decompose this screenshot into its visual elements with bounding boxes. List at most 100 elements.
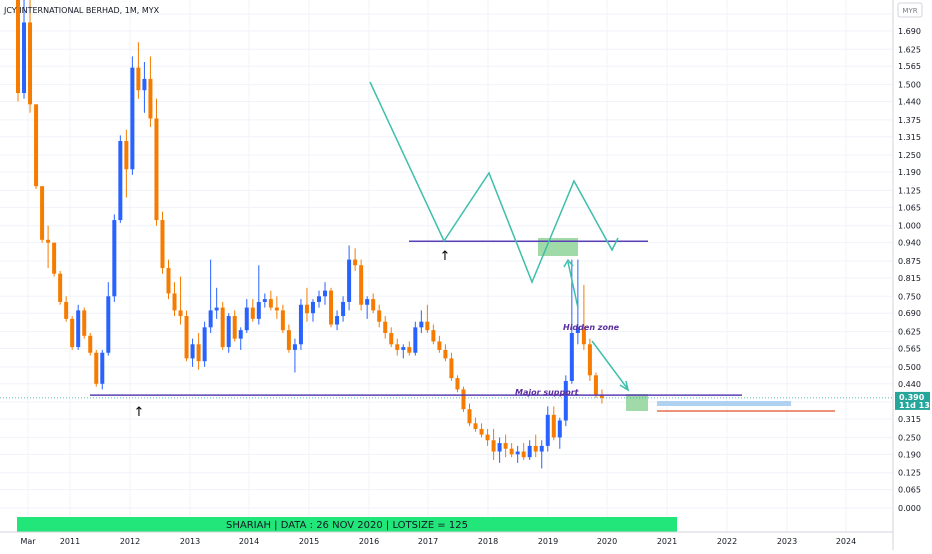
candle <box>226 313 231 353</box>
candle-body <box>94 352 99 384</box>
candle <box>286 324 291 353</box>
candle-body <box>262 299 267 302</box>
candle <box>467 403 472 427</box>
candle <box>52 242 57 277</box>
candle-body <box>46 239 51 243</box>
candle-body <box>557 420 562 438</box>
candle-body <box>100 352 105 384</box>
target-box <box>657 401 791 406</box>
y-tick-label: 1.250 <box>898 151 921 160</box>
candle-body <box>268 299 273 308</box>
candle <box>124 129 129 198</box>
candle <box>509 443 514 458</box>
candle <box>335 310 340 331</box>
candle <box>593 372 598 398</box>
candle <box>298 299 303 350</box>
candle <box>533 434 538 458</box>
candle <box>208 259 213 333</box>
candle-body <box>389 332 394 345</box>
x-tick-label: 2020 <box>597 537 617 546</box>
candle-body <box>130 67 135 170</box>
candle-body <box>172 293 177 311</box>
candle-body <box>329 290 334 325</box>
candle <box>214 287 219 319</box>
candle-body <box>509 448 514 455</box>
candle <box>407 341 412 356</box>
candle-body <box>395 344 400 350</box>
candle-body <box>491 440 496 452</box>
candle <box>491 428 496 461</box>
candle-body <box>232 316 237 339</box>
candle <box>184 310 189 362</box>
candle <box>70 316 75 350</box>
candle-body <box>82 310 87 336</box>
candle <box>425 304 430 333</box>
candle-body <box>533 445 538 452</box>
candle <box>563 375 568 427</box>
countdown-text: 11d 13h <box>899 401 932 410</box>
candle <box>419 310 424 333</box>
candle <box>371 293 376 314</box>
candle-body <box>196 344 201 362</box>
candle <box>280 304 285 333</box>
x-tick-label: 2012 <box>120 537 140 546</box>
candle-body <box>136 67 141 91</box>
last-price-tag <box>895 391 930 410</box>
candle <box>455 375 460 393</box>
major-support-label: Major support <box>515 388 580 397</box>
candle-body <box>599 395 604 398</box>
candle <box>461 386 466 413</box>
candle <box>443 344 448 362</box>
candle-body <box>274 307 279 311</box>
x-tick-label: Mar <box>20 537 36 546</box>
y-tick-label: 1.315 <box>898 133 921 142</box>
candle <box>232 310 237 342</box>
candle-body <box>154 118 159 221</box>
candle-body <box>142 78 147 91</box>
candle-body <box>563 380 568 421</box>
candle <box>341 296 346 322</box>
candle-body <box>515 451 520 455</box>
candle-body <box>443 349 448 359</box>
candle-body <box>419 321 424 328</box>
candle <box>88 332 93 356</box>
candle <box>437 335 442 353</box>
x-tick-label: 2017 <box>418 537 438 546</box>
y-tick-label: 0.815 <box>898 274 921 283</box>
candle-body <box>52 242 57 274</box>
candle-body <box>317 296 321 302</box>
candle <box>304 287 309 322</box>
candle-body <box>503 443 508 449</box>
candle <box>515 445 520 463</box>
candle <box>497 437 502 463</box>
candle <box>485 428 490 446</box>
hidden-zone-arrowhead <box>563 258 574 268</box>
candle-body <box>64 301 69 319</box>
x-tick-label: 2024 <box>836 537 856 546</box>
candle <box>76 304 81 350</box>
candle-body <box>292 344 297 350</box>
candle <box>503 434 508 458</box>
candle-body <box>341 301 346 317</box>
info-banner-text: SHARIAH | DATA : 26 NOV 2020 | LOTSIZE =… <box>226 520 468 531</box>
candle <box>130 56 135 175</box>
candle-body <box>190 344 195 359</box>
breakout-arrow <box>591 340 628 389</box>
candle <box>539 440 544 469</box>
candle-body <box>118 141 123 221</box>
x-tick-label: 2022 <box>717 537 737 546</box>
candle-body <box>539 445 544 452</box>
hidden-zone-label: Hidden zone <box>563 323 620 332</box>
candle-body <box>407 347 412 353</box>
candle-body <box>148 78 153 119</box>
y-tick-label: 1.065 <box>898 203 921 212</box>
candle <box>431 324 436 345</box>
candle <box>118 135 123 223</box>
candle <box>527 440 532 461</box>
y-tick-label: 0.065 <box>898 486 921 495</box>
candle <box>106 282 111 356</box>
y-tick-label: 0.690 <box>898 309 921 318</box>
y-tick-label: 0.875 <box>898 257 921 266</box>
candle <box>64 296 69 322</box>
breakout-zone-box <box>626 394 648 411</box>
